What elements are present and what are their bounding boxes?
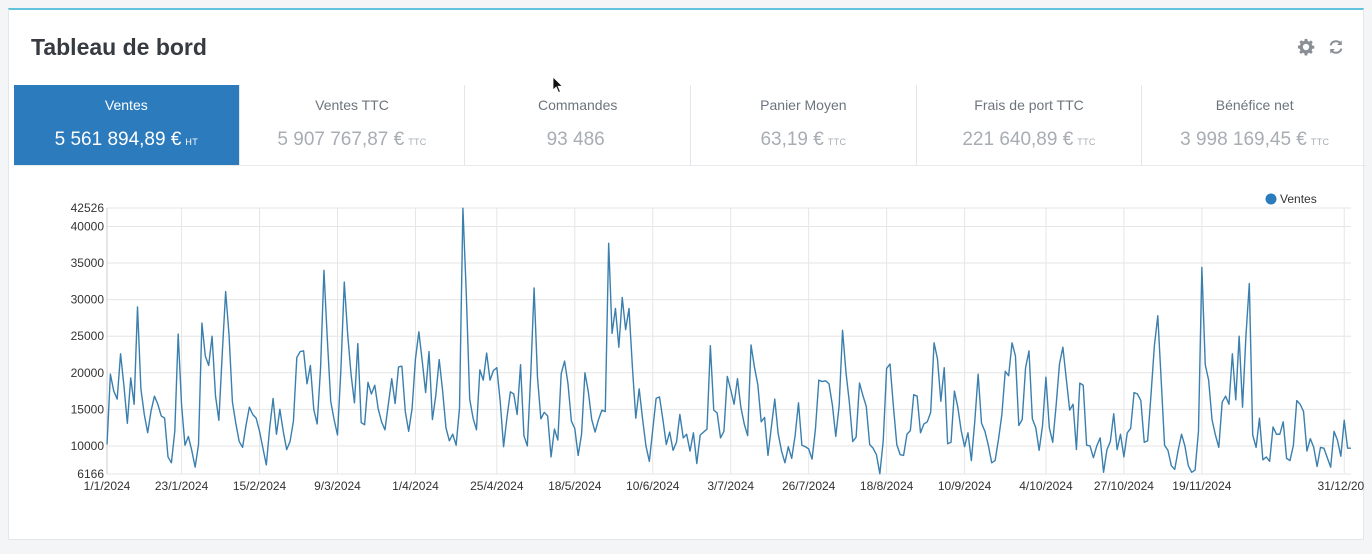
dashboard-panel: Tableau de bord Ventes 5 561 894,89 € HT … xyxy=(8,8,1367,540)
x-tick-label: 1/1/2024 xyxy=(84,479,131,493)
series-line-ventes xyxy=(106,207,1351,475)
kpi-label: Ventes xyxy=(104,97,148,113)
x-tick-label: 18/8/2024 xyxy=(860,479,914,493)
x-tick-label: 1/4/2024 xyxy=(392,479,439,493)
x-tick-label: 10/9/2024 xyxy=(938,479,992,493)
kpi-value: 5 561 894,89 € HT xyxy=(54,129,199,150)
x-tick-label: 25/4/2024 xyxy=(470,479,524,493)
x-tick-label: 9/3/2024 xyxy=(314,479,361,493)
x-tick-label: 10/6/2024 xyxy=(626,479,680,493)
mouse-cursor-icon xyxy=(552,76,564,94)
sales-chart: 6166 10000 15000 20000 25000 30000 35000 40000 4… xyxy=(9,178,1365,518)
x-tick-label: 19/11/2024 xyxy=(1172,479,1231,493)
x-tick-label: 26/7/2024 xyxy=(782,479,836,493)
y-tick-label: 40000 xyxy=(71,219,105,233)
x-tick-label: 15/2/2024 xyxy=(233,479,287,493)
kpi-tab-benefice-net[interactable]: Bénéfice net 3 998 169,45 € TTC xyxy=(1141,85,1367,165)
kpi-tab-commandes[interactable]: Commandes 93 486 xyxy=(464,85,690,165)
y-tick-label: 10000 xyxy=(71,439,105,453)
x-tick-label: 3/7/2024 xyxy=(707,479,754,493)
kpi-value: 93 486 xyxy=(546,129,605,150)
kpi-label: Commandes xyxy=(537,97,618,113)
y-tick-label: 30000 xyxy=(71,293,105,307)
x-tick-label: 4/10/2024 xyxy=(1019,479,1073,493)
kpi-tab-frais-de-port[interactable]: Frais de port TTC 221 640,89 € TTC xyxy=(915,85,1142,165)
x-tick-label: 23/1/2024 xyxy=(155,479,209,493)
gear-icon[interactable] xyxy=(1297,38,1315,56)
y-tick-label: 15000 xyxy=(71,402,105,416)
y-tick-label: 25000 xyxy=(71,329,105,343)
legend-marker xyxy=(1265,193,1277,205)
kpi-label: Ventes TTC xyxy=(315,97,389,113)
y-tick-label: 6166 xyxy=(77,467,104,481)
kpi-value: 3 998 169,45 € TTC xyxy=(1180,129,1330,150)
kpi-value: 63,19 € TTC xyxy=(760,129,847,150)
y-tick-label: 20000 xyxy=(71,366,105,380)
y-tick-label: 42526 xyxy=(71,201,105,215)
x-tick-label: 18/5/2024 xyxy=(548,479,602,493)
kpi-tabs: Ventes 5 561 894,89 € HT Ventes TTC 5 907… xyxy=(14,85,1367,166)
kpi-tab-ventes[interactable]: Ventes 5 561 894,89 € HT xyxy=(14,85,239,165)
kpi-value: 221 640,89 € TTC xyxy=(962,129,1096,150)
y-tick-label: 35000 xyxy=(71,256,105,270)
page-title: Tableau de bord xyxy=(31,34,207,60)
kpi-label: Frais de port TTC xyxy=(974,97,1084,113)
kpi-tab-panier-moyen[interactable]: Panier Moyen 63,19 € TTC xyxy=(690,85,916,165)
sales-line-chart: 6166 10000 15000 20000 25000 30000 35000 40000 4… xyxy=(71,192,1365,493)
kpi-value: 5 907 767,87 € TTC xyxy=(277,129,427,150)
kpi-label: Bénéfice net xyxy=(1215,97,1294,113)
x-tick-label: 27/10/2024 xyxy=(1094,479,1154,493)
refresh-icon[interactable] xyxy=(1327,38,1345,56)
x-tick-label: 31/12/202 xyxy=(1318,479,1365,493)
kpi-tab-ventes-ttc[interactable]: Ventes TTC 5 907 767,87 € TTC xyxy=(238,85,465,165)
kpi-label: Panier Moyen xyxy=(760,97,847,113)
panel-toolbar xyxy=(1297,38,1345,56)
legend-label: Ventes xyxy=(1280,192,1317,206)
